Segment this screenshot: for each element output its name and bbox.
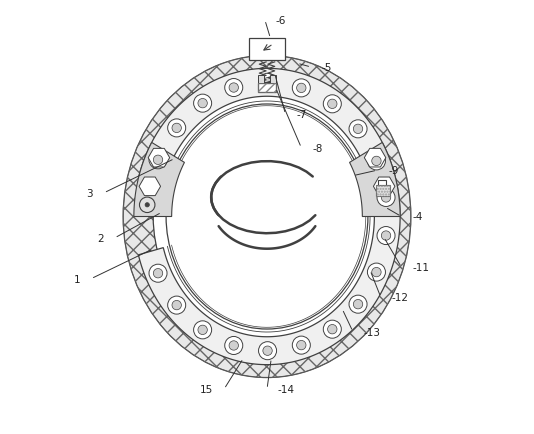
Circle shape [194, 321, 211, 339]
Circle shape [377, 189, 395, 207]
Circle shape [381, 231, 391, 241]
Polygon shape [350, 143, 400, 217]
Circle shape [354, 300, 363, 309]
Text: -4: -4 [412, 212, 422, 222]
Bar [258, 84, 276, 93]
Circle shape [323, 95, 341, 114]
Circle shape [292, 80, 310, 98]
Circle shape [149, 265, 167, 283]
Circle shape [367, 263, 386, 282]
Text: -7: -7 [296, 110, 307, 120]
Bar [376, 185, 390, 196]
Text: -8: -8 [312, 144, 323, 154]
Circle shape [296, 84, 306, 93]
Bar [378, 180, 386, 185]
Circle shape [372, 268, 381, 277]
Text: -13: -13 [364, 327, 381, 337]
Circle shape [372, 157, 381, 166]
Circle shape [168, 296, 186, 314]
Bar [258, 76, 264, 84]
Polygon shape [134, 143, 184, 217]
Text: 15: 15 [200, 384, 213, 394]
Circle shape [229, 341, 239, 350]
Bar [264, 83, 270, 84]
Circle shape [198, 326, 207, 335]
Circle shape [377, 227, 395, 245]
Text: -9: -9 [388, 166, 398, 176]
Text: -5: -5 [322, 63, 332, 73]
Bar [258, 84, 276, 93]
Circle shape [354, 125, 363, 134]
Circle shape [139, 197, 155, 213]
Circle shape [292, 336, 310, 354]
Circle shape [194, 95, 211, 113]
Circle shape [349, 296, 367, 313]
Circle shape [198, 99, 207, 108]
Text: 2: 2 [97, 233, 104, 243]
Circle shape [145, 203, 150, 207]
Circle shape [258, 74, 277, 92]
Circle shape [296, 341, 306, 350]
Circle shape [323, 320, 341, 339]
Text: 1: 1 [74, 274, 80, 284]
Circle shape [172, 124, 182, 133]
Text: -6: -6 [276, 16, 286, 26]
Circle shape [349, 121, 367, 138]
Circle shape [153, 156, 163, 165]
Circle shape [153, 269, 163, 278]
Polygon shape [138, 69, 400, 365]
Circle shape [225, 79, 243, 97]
Circle shape [149, 151, 167, 169]
Bar [249, 39, 285, 61]
Text: -14: -14 [278, 384, 295, 394]
Ellipse shape [166, 105, 368, 329]
Bar [270, 76, 276, 84]
Text: -12: -12 [391, 293, 409, 302]
Circle shape [263, 79, 272, 88]
Bar [376, 185, 390, 196]
Circle shape [328, 100, 337, 109]
Circle shape [168, 120, 186, 138]
Text: -11: -11 [412, 263, 429, 273]
Circle shape [367, 152, 386, 171]
Circle shape [225, 337, 243, 355]
Circle shape [172, 301, 182, 310]
Circle shape [328, 325, 337, 334]
Circle shape [381, 193, 391, 203]
Text: 3: 3 [87, 188, 93, 198]
Circle shape [229, 84, 239, 93]
Circle shape [263, 346, 272, 355]
Circle shape [258, 342, 277, 360]
Ellipse shape [123, 56, 411, 378]
Ellipse shape [153, 91, 381, 343]
